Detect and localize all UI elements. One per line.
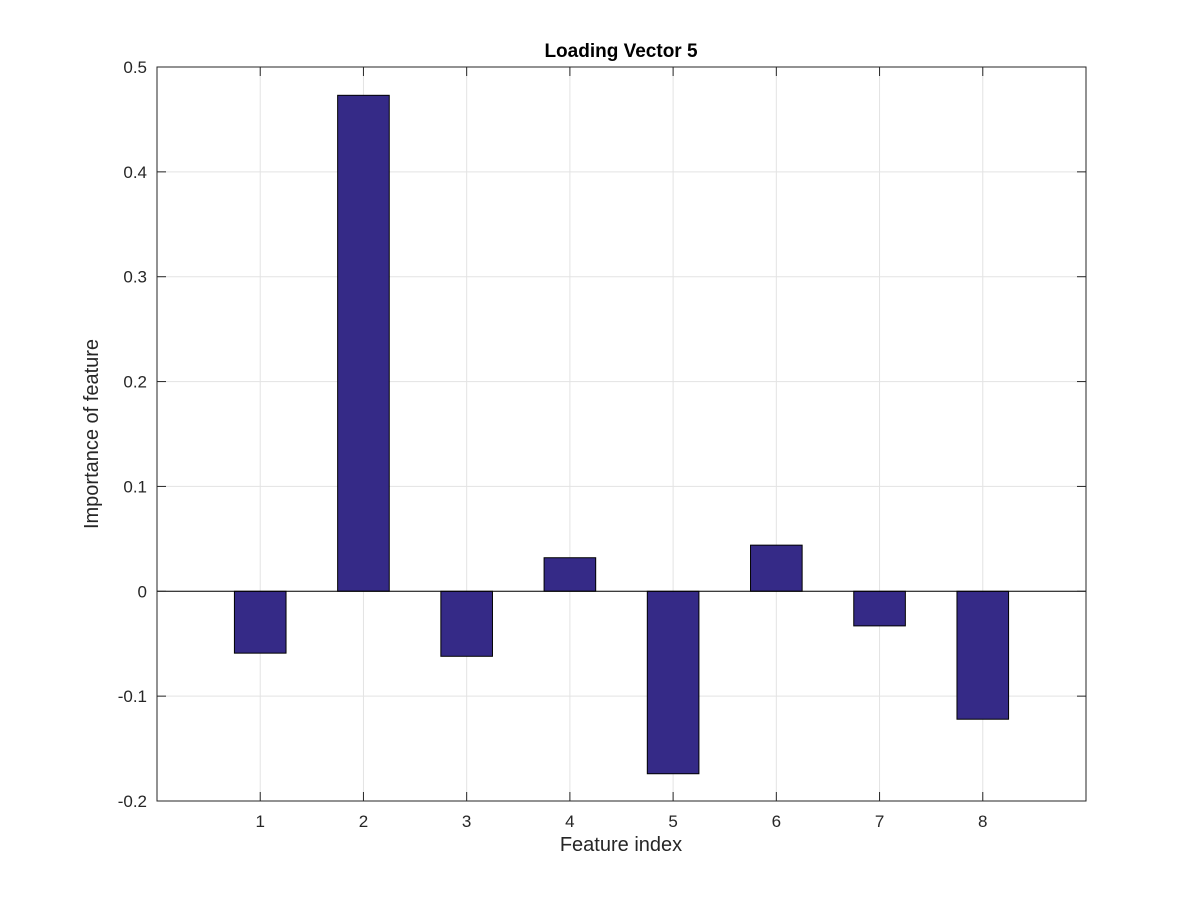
y-axis-label: Importance of feature: [81, 339, 103, 529]
bars: [233, 94, 1010, 775]
axes-box: [156, 66, 1087, 802]
y-tick-label: 0.2: [123, 373, 147, 392]
x-tick-label: 6: [772, 812, 781, 831]
bar-8: [956, 590, 1010, 720]
x-tick-label: 3: [462, 812, 471, 831]
x-tick-label: 8: [978, 812, 987, 831]
x-tick-label: 2: [359, 812, 368, 831]
axes-frame: [156, 66, 1087, 802]
bar-7: [853, 590, 906, 627]
y-tick-label: -0.1: [118, 687, 147, 706]
bar-5: [646, 590, 700, 775]
x-tick-label: 4: [565, 812, 574, 831]
y-tick-label: 0.1: [123, 477, 147, 496]
bar-2: [337, 94, 390, 592]
bar-1: [233, 590, 287, 654]
tick-labels: 1 2 3 4 5 6 7 8 -0.2 -0.1 0 0.1 0.2 0.3 0.4 0.5: [118, 58, 988, 831]
chart-title: Loading Vector 5: [544, 41, 698, 62]
x-tick-label: 7: [875, 812, 884, 831]
y-tick-label: 0: [138, 582, 147, 601]
x-axis-label: Feature index: [560, 834, 682, 856]
bar-4: [543, 557, 597, 592]
y-tick-label: 0.5: [123, 58, 147, 77]
y-tick-label: 0.3: [123, 268, 147, 287]
x-tick-label: 1: [255, 812, 264, 831]
grid-lines: [157, 66, 1086, 802]
bar-3: [440, 590, 493, 657]
x-tick-label: 5: [668, 812, 677, 831]
y-tick-label: 0.4: [123, 163, 147, 182]
bar-6: [750, 544, 803, 592]
y-tick-label: -0.2: [118, 792, 147, 811]
